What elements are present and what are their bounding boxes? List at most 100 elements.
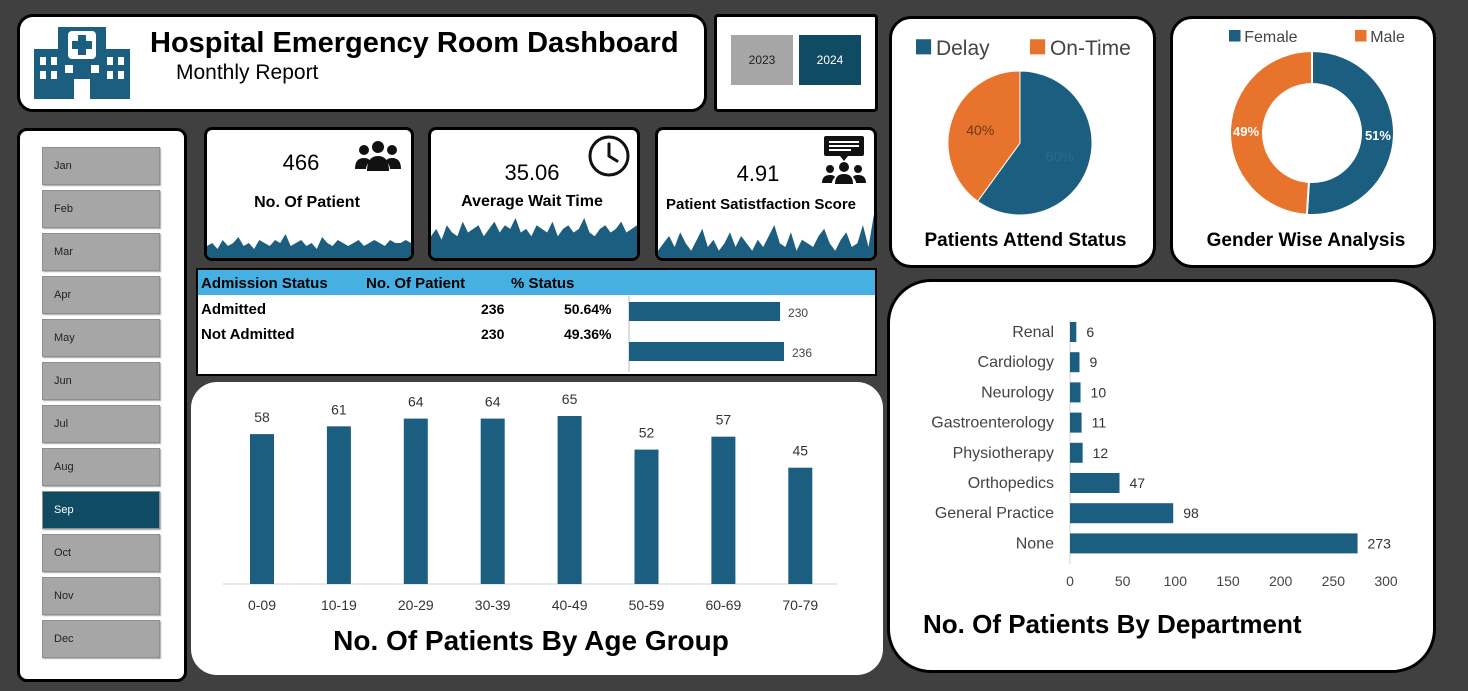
dept-bar-label: 47 <box>1130 475 1146 491</box>
kpi-patients-sparkline <box>207 234 411 258</box>
dept-bar <box>1070 503 1174 524</box>
age-tick-label: 30-39 <box>475 597 511 613</box>
kpi-patients-value: 466 <box>282 150 320 175</box>
age-bar <box>711 436 736 584</box>
dept-category-label: Neurology <box>981 384 1054 401</box>
admission-table-header <box>198 270 875 295</box>
year-button-2024[interactable]: 2024 <box>799 35 861 85</box>
dept-tick-label: 0 <box>1066 573 1074 589</box>
kpi-wait-time-value: 35.06 <box>504 160 560 185</box>
kpi-wait-time-label: Average Wait Time <box>461 193 603 210</box>
title-panel: Hospital Emergency Room Dashboard Monthl… <box>17 14 707 112</box>
gender-panel: Female Male 51% 49% Gender Wise Analysis <box>1170 16 1436 268</box>
age-bar <box>250 434 274 584</box>
gender-donut-chart: Female Male 51% 49% <box>1229 29 1405 216</box>
age-bar <box>403 418 428 584</box>
dept-category-label: Orthopedics <box>968 475 1054 492</box>
year-panel: 2023 2024 <box>714 14 878 112</box>
admission-row-not-admitted-pct: 49.36% <box>564 326 612 342</box>
age-bar-label: 64 <box>408 394 424 410</box>
dept-tick-label: 250 <box>1322 573 1346 589</box>
age-bar <box>634 449 659 584</box>
legend-swatch <box>916 39 932 55</box>
legend-swatch <box>1030 39 1046 55</box>
dept-bar <box>1070 412 1082 433</box>
dept-bar-label: 6 <box>1086 324 1094 340</box>
age-bar <box>480 418 505 584</box>
legend-label: Male <box>1370 29 1405 46</box>
age-tick-label: 0-09 <box>248 597 276 613</box>
hospital-building-icon <box>34 27 130 99</box>
age-bar-label: 58 <box>254 409 270 425</box>
pie-slice-label: 40% <box>966 122 994 138</box>
admission-row-not-admitted-status: Not Admitted <box>201 326 295 343</box>
age-bar-label: 57 <box>716 412 732 428</box>
kpi-wait-time-sparkline <box>431 218 637 258</box>
month-button-apr[interactable]: Apr <box>42 276 160 314</box>
kpi-satisfaction-value: 4.91 <box>736 161 780 186</box>
legend-label: Delay <box>936 37 990 60</box>
admission-row-admitted-pct: 50.64% <box>564 301 612 317</box>
month-button-feb[interactable]: Feb <box>42 190 160 228</box>
admission-header-pct: % Status <box>511 275 575 292</box>
dept-bar <box>1070 382 1081 403</box>
month-button-jan[interactable]: Jan <box>42 147 160 185</box>
dept-category-label: Renal <box>1012 324 1054 341</box>
sparkline-area <box>658 214 874 258</box>
attend-status-panel: Delay On-Time 60% 40% Patients Attend Statu… <box>889 16 1156 268</box>
age-tick-label: 40-49 <box>552 597 588 613</box>
attend-status-chart-title: Patients Attend Status <box>924 230 1127 251</box>
donut-slice-label: 49% <box>1233 124 1259 139</box>
pie-slice <box>976 70 1093 216</box>
attend-status-pie-chart: Delay On-Time 60% 40% <box>916 37 1131 216</box>
dept-category-label: Gastroenterology <box>931 415 1054 432</box>
age-tick-label: 60-69 <box>705 597 741 613</box>
age-bar-label: 64 <box>485 394 501 410</box>
dept-bar-label: 10 <box>1091 384 1107 400</box>
age-group-panel: 58 0-09 61 10-19 64 20-29 64 30-39 65 40-49 52 50-5… <box>191 382 883 675</box>
sparkline-area <box>431 218 637 258</box>
clock-icon <box>588 135 630 177</box>
people-group-icon <box>355 141 401 171</box>
age-bar-label: 61 <box>331 401 347 417</box>
month-button-jun[interactable]: Jun <box>42 362 160 400</box>
dept-tick-label: 300 <box>1374 573 1398 589</box>
page-subtitle: Monthly Report <box>176 61 319 84</box>
legend-swatch <box>1229 30 1241 42</box>
month-button-sep[interactable]: Sep <box>42 491 160 529</box>
admission-bar-label: 236 <box>792 346 812 360</box>
page-title: Hospital Emergency Room Dashboard <box>150 27 679 59</box>
month-button-aug[interactable]: Aug <box>42 448 160 486</box>
month-button-may[interactable]: May <box>42 319 160 357</box>
admission-row-admitted-count: 236 <box>481 301 505 317</box>
department-chart-title: No. Of Patients By Department <box>923 609 1302 639</box>
admission-bar <box>629 302 781 321</box>
admission-row-not-admitted-count: 230 <box>481 326 505 342</box>
month-button-jul[interactable]: Jul <box>42 405 160 443</box>
kpi-satisfaction-label: Patient Satistfaction Score <box>665 196 857 213</box>
month-button-oct[interactable]: Oct <box>42 534 160 572</box>
dept-bar <box>1070 352 1080 373</box>
dept-bar-label: 9 <box>1089 354 1097 370</box>
month-slicer: Jan Feb Mar Apr May Jun Jul Aug Sep Oct … <box>17 128 187 682</box>
year-button-2023[interactable]: 2023 <box>731 35 793 85</box>
dept-bar-label: 273 <box>1368 535 1392 551</box>
kpi-patients-label: No. Of Patient <box>254 194 360 211</box>
age-bar-label: 65 <box>562 391 578 407</box>
dept-category-label: Cardiology <box>978 354 1054 371</box>
admission-header-status: Admission Status <box>201 275 328 292</box>
age-bar <box>557 416 582 584</box>
month-button-mar[interactable]: Mar <box>42 233 160 271</box>
kpi-card-wait-time: 35.06 Average Wait Time <box>428 127 640 261</box>
gender-chart-title: Gender Wise Analysis <box>1206 230 1406 251</box>
month-button-nov[interactable]: Nov <box>42 577 160 615</box>
age-bar <box>326 426 351 584</box>
dept-tick-label: 150 <box>1216 573 1240 589</box>
month-button-dec[interactable]: Dec <box>42 620 160 658</box>
dept-tick-label: 50 <box>1115 573 1131 589</box>
dept-bar <box>1070 322 1077 342</box>
age-bar <box>788 467 813 584</box>
kpi-satisfaction-sparkline <box>658 214 874 258</box>
age-bar-label: 52 <box>639 425 655 441</box>
legend-label: Female <box>1244 29 1297 46</box>
